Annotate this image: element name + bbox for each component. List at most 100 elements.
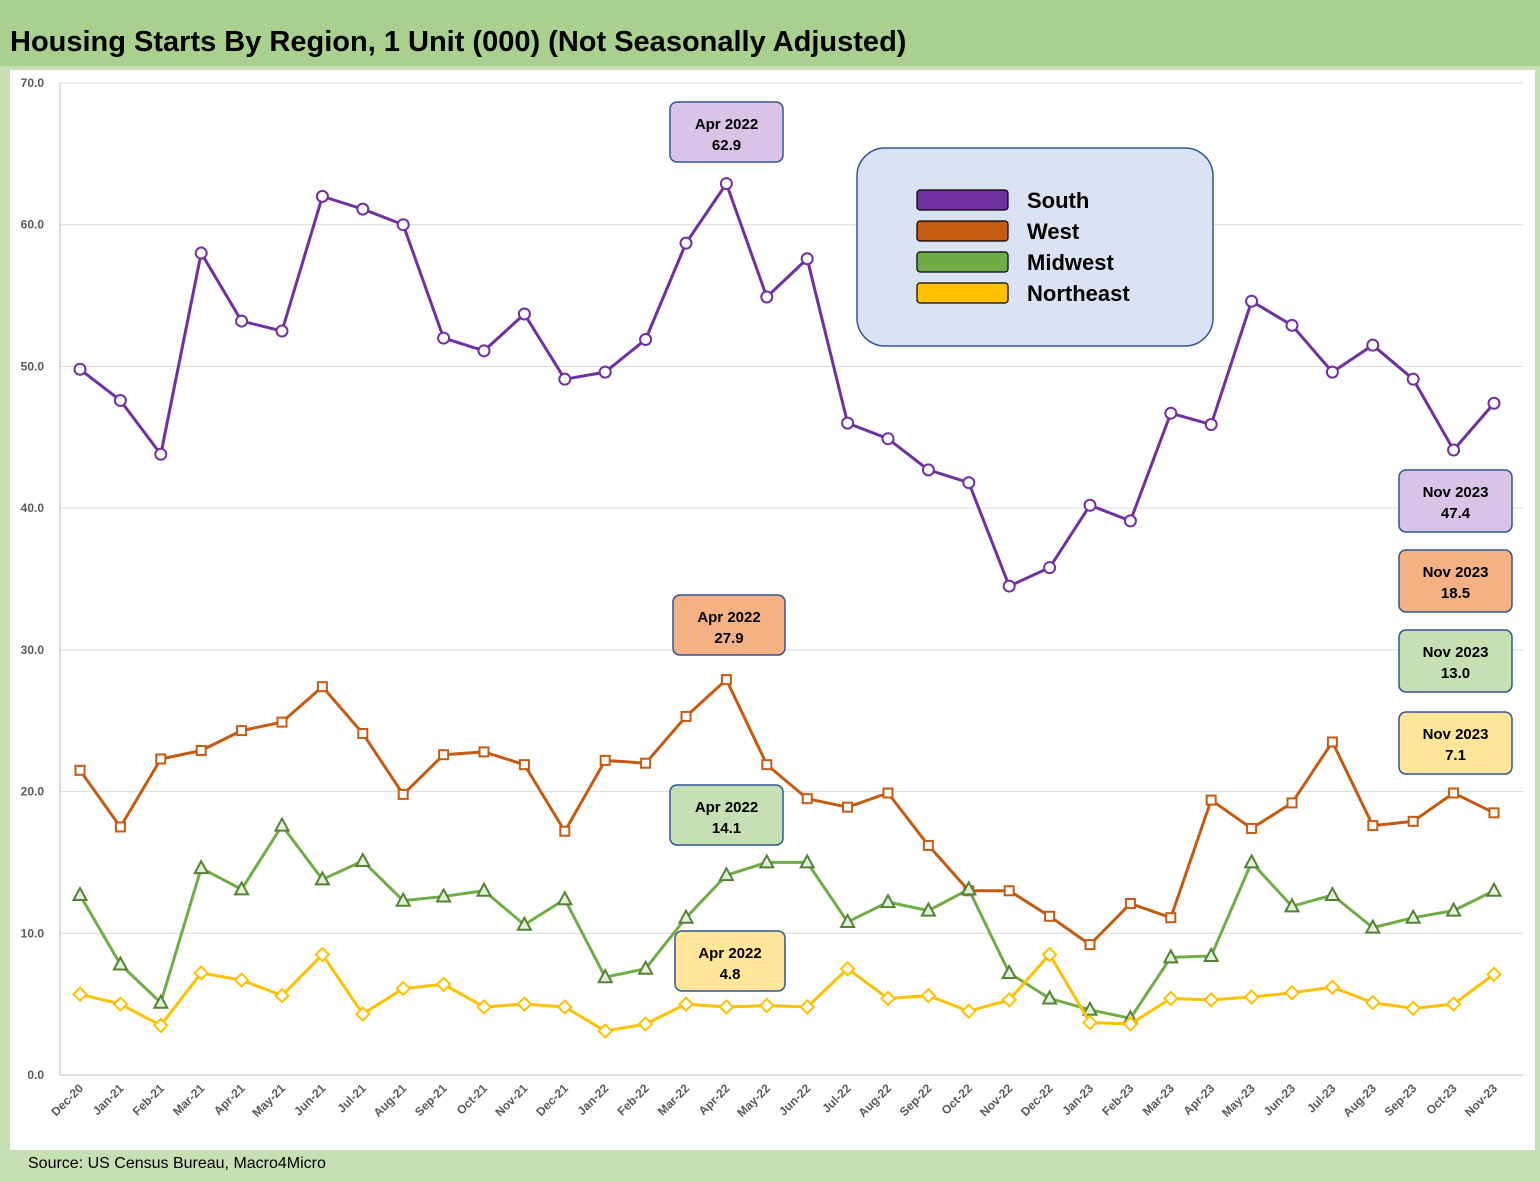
west-callout-label: 27.9 [714, 630, 743, 647]
west-point [1124, 898, 1136, 910]
northeast-callout-label: 7.1 [1445, 747, 1466, 764]
x-tick-label: Oct-22 [939, 1081, 976, 1118]
x-tick-label: Mar-21 [170, 1081, 207, 1118]
south-point [113, 393, 127, 407]
northeast-point [1364, 994, 1381, 1011]
legend-label-west: West [1027, 219, 1080, 244]
midwest-point [1364, 918, 1381, 934]
midwest-point [395, 891, 412, 907]
x-tick-label: Feb-22 [614, 1081, 651, 1118]
x-tick-label: Oct-21 [454, 1081, 491, 1118]
south-point [558, 372, 572, 386]
northeast-point [1122, 1016, 1139, 1032]
south-point [962, 476, 976, 490]
source-note: Source: US Census Bureau, Macro4Micro [28, 1155, 326, 1172]
midwest-point [354, 851, 371, 868]
midwest-point [758, 853, 775, 869]
northeast-point [233, 972, 250, 988]
y-tick-label: 30.0 [21, 643, 45, 657]
west-callout-label: Nov 2023 [1423, 564, 1489, 581]
west-point [1367, 820, 1379, 832]
south-point [1245, 294, 1259, 308]
northeast-point [1445, 996, 1462, 1013]
x-tick-label: Jul-22 [819, 1081, 854, 1116]
west-callout-box [672, 594, 786, 656]
x-tick-label: Oct-23 [1423, 1081, 1460, 1118]
northeast-callout-label: Apr 2022 [698, 945, 761, 962]
x-tick-label: Nov-23 [1462, 1081, 1500, 1119]
x-tick-label: Feb-21 [130, 1081, 167, 1118]
northeast-point [839, 960, 856, 977]
south-point [639, 333, 653, 347]
midwest-point [1324, 885, 1341, 902]
x-tick-label: Dec-21 [533, 1081, 571, 1119]
midwest-point [475, 881, 493, 897]
west-point [397, 788, 409, 800]
south-point [1285, 318, 1299, 332]
northeast-point [152, 1017, 169, 1034]
midwest-point [718, 866, 735, 882]
northeast-point [678, 996, 694, 1013]
south-point [719, 177, 733, 191]
northeast-point [72, 986, 88, 1003]
south-callout-box [1398, 469, 1513, 533]
south-point [841, 416, 855, 430]
west-point [438, 749, 450, 761]
midwest-point [1041, 989, 1058, 1005]
northeast-point [758, 997, 775, 1014]
south-point [800, 252, 814, 266]
south-point [760, 290, 774, 304]
legend-label-south: South [1027, 188, 1089, 213]
west-point [559, 825, 571, 837]
west-point [842, 801, 854, 813]
south-point [356, 202, 370, 216]
midwest-callout-label: 14.1 [712, 820, 741, 837]
midwest-callout-label: 13.0 [1441, 665, 1470, 682]
midwest-point [1001, 963, 1018, 979]
northeast-point [1284, 984, 1300, 1001]
midwest-point [1283, 897, 1301, 913]
south-point [275, 324, 289, 338]
west-point [1003, 885, 1015, 897]
legend-swatch-midwest [916, 251, 1009, 273]
west-point [114, 821, 126, 833]
midwest-point [637, 959, 654, 975]
west-point [1448, 787, 1460, 799]
northeast-point [880, 990, 896, 1007]
west-point [1165, 912, 1177, 924]
northeast-callout-label: 4.8 [720, 966, 741, 983]
west-point [801, 793, 813, 805]
west-callout-box [1398, 549, 1513, 613]
midwest-point [1485, 881, 1503, 897]
x-tick-label: May-23 [1219, 1081, 1258, 1120]
west-point [1488, 807, 1500, 819]
northeast-point [1082, 1014, 1098, 1031]
x-tick-label: Jan-23 [1059, 1081, 1096, 1118]
x-tick-label: Jun-22 [776, 1081, 813, 1118]
west-point [761, 759, 773, 771]
south-callout-box [669, 101, 784, 163]
x-tick-label: Mar-22 [655, 1081, 692, 1118]
northeast-point [1243, 989, 1260, 1005]
northeast-point [354, 1006, 371, 1022]
legend-swatch-northeast [916, 282, 1009, 304]
northeast-point [516, 996, 533, 1013]
y-tick-label: 40.0 [21, 501, 45, 515]
south-point [1406, 372, 1420, 386]
x-tick-label: Sep-23 [1382, 1081, 1420, 1119]
x-tick-label: May-21 [249, 1081, 288, 1120]
legend-box [856, 147, 1214, 347]
south-callout-label: Apr 2022 [695, 116, 758, 133]
west-point [155, 753, 167, 765]
legend-swatch-west [916, 220, 1009, 242]
west-point [1326, 736, 1338, 748]
legend-label-northeast: Northeast [1027, 281, 1130, 306]
west-series-line [78, 678, 1495, 947]
northeast-point [1162, 990, 1179, 1007]
northeast-callout-box [1398, 711, 1513, 775]
midwest-point [799, 853, 816, 869]
west-point [640, 757, 652, 769]
y-tick-label: 50.0 [21, 359, 45, 373]
west-point [922, 839, 934, 851]
x-tick-label: Apr-22 [696, 1081, 733, 1118]
